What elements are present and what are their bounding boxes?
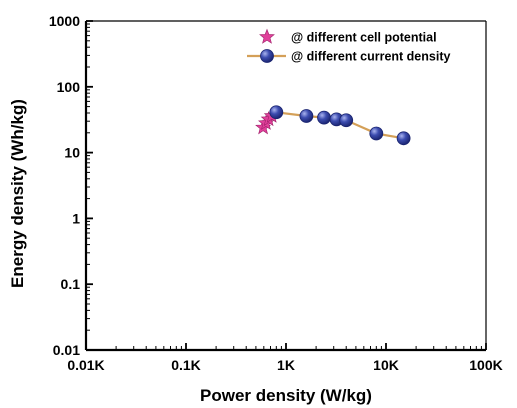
x-tick-label: 10K xyxy=(373,357,399,373)
x-tick-label: 0.01K xyxy=(67,357,104,373)
x-tick-label: 1K xyxy=(277,357,295,373)
y-axis: 0.01 0.1 1 10 100 1000 xyxy=(49,13,93,358)
y-tick-label: 1000 xyxy=(49,13,80,29)
series-1 xyxy=(255,107,280,135)
y-tick-label: 0.01 xyxy=(53,342,80,358)
x-axis-title: Power density (W/kg) xyxy=(200,386,372,405)
y-tick-label: 1 xyxy=(72,210,80,226)
y-axis-title: Energy density (Wh/kg) xyxy=(8,99,27,288)
x-tick-label: 100K xyxy=(469,357,502,373)
circle-point xyxy=(369,126,384,141)
legend-circle-marker xyxy=(260,49,274,63)
legend-star-marker xyxy=(259,28,275,44)
circle-point xyxy=(396,131,411,146)
circle-point xyxy=(299,109,314,123)
circle-point xyxy=(339,113,354,128)
y-tick-label: 10 xyxy=(64,145,80,161)
y-tick-label: 0.1 xyxy=(61,276,81,292)
circle-point xyxy=(269,105,284,120)
series-2 xyxy=(269,105,411,146)
legend: @ different cell potential @ different cu… xyxy=(247,28,450,64)
y-tick-label: 100 xyxy=(57,79,81,95)
x-tick-label: 0.1K xyxy=(171,357,201,373)
circle-point xyxy=(317,110,331,125)
plot-frame xyxy=(84,20,487,352)
x-axis: 0.01K 0.1K 1K 10K 100K xyxy=(67,343,503,373)
series-layer xyxy=(255,105,411,146)
legend-label: @ different current density xyxy=(291,50,450,64)
legend-label: @ different cell potential xyxy=(291,31,437,45)
